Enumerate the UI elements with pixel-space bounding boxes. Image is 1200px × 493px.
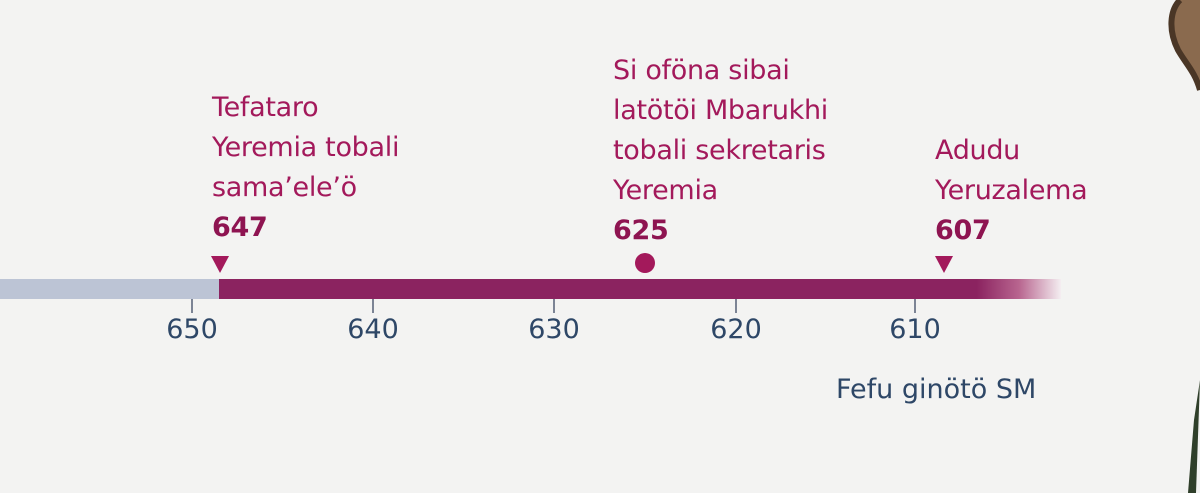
timeline-bar-past <box>0 279 219 299</box>
event-text-line: Si oföna sibai <box>613 55 790 86</box>
event-label-647: Tefataro Yeremia tobali sama’ele’ö 647 <box>212 88 399 248</box>
tick-label-640: 640 <box>347 314 399 345</box>
tick-label-630: 630 <box>528 314 580 345</box>
tick-label-650: 650 <box>166 314 218 345</box>
dot-marker-icon <box>635 253 655 273</box>
axis-tick <box>372 299 374 313</box>
event-year: 625 <box>613 215 669 246</box>
axis-tick <box>735 299 737 313</box>
triangle-marker-icon <box>211 256 229 273</box>
event-text-line: Yeremia tobali <box>212 132 400 163</box>
axis-caption: Fefu ginötö SM <box>836 374 1037 405</box>
event-text-line: sama’ele’ö <box>212 172 357 203</box>
event-year: 647 <box>212 212 268 243</box>
axis-tick <box>191 299 193 313</box>
event-label-625: Si oföna sibai latötöi Mbarukhi tobali s… <box>613 51 828 251</box>
axis-tick <box>553 299 555 313</box>
timeline-bar-highlight <box>219 279 1061 299</box>
event-text-line: Adudu <box>935 135 1020 166</box>
triangle-marker-icon <box>935 256 953 273</box>
event-text-line: latötöi Mbarukhi <box>613 95 828 126</box>
event-text-line: tobali sekretaris <box>613 135 826 166</box>
illustration-fragment <box>1168 0 1200 493</box>
event-label-607: Adudu Yeruzalema 607 <box>935 131 1088 251</box>
tick-label-610: 610 <box>889 314 941 345</box>
axis-tick <box>914 299 916 313</box>
event-text-line: Tefataro <box>212 92 319 123</box>
event-text-line: Yeremia <box>613 175 718 206</box>
tick-label-620: 620 <box>710 314 762 345</box>
event-text-line: Yeruzalema <box>935 175 1088 206</box>
event-year: 607 <box>935 215 991 246</box>
